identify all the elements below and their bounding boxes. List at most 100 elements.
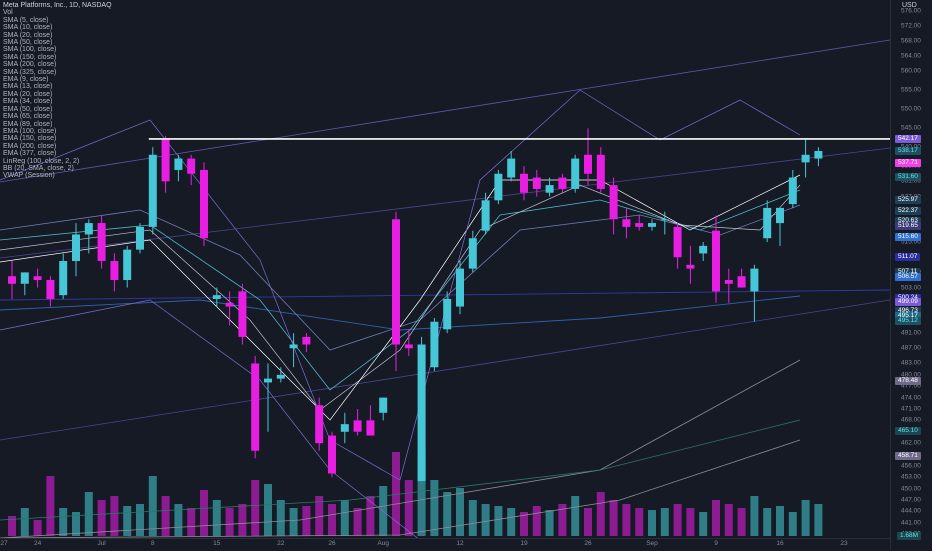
time-tick: Sep (646, 540, 658, 547)
price-badge: 478.48 (895, 376, 921, 385)
volume-bar (97, 500, 106, 536)
candle-bear (622, 219, 631, 227)
candle-bull (289, 344, 298, 349)
candle-bull (545, 185, 554, 193)
indicator-line (0, 174, 801, 421)
candle-bear (33, 276, 42, 280)
time-axis[interactable]: 27 24 Jul 8 15 22 26 Aug 12 19 26 Sep 9 16 23 (0, 538, 890, 551)
candle-bull (123, 249, 132, 280)
price-badge: 507.11 (895, 267, 921, 276)
legend-item[interactable]: EMA (150, close) (3, 135, 57, 143)
candle-bear (609, 185, 618, 220)
legend-item[interactable]: EMA (13, close) (3, 83, 53, 91)
legend-item[interactable]: EMA (100, close) (3, 127, 57, 135)
legend-item[interactable]: EMA (200, close) (3, 142, 57, 150)
price-tick: 568.00 (901, 37, 921, 45)
legend-item[interactable]: EMA (377, close) (3, 150, 57, 158)
price-tick: 531.00 (901, 177, 921, 185)
candle-bear (584, 154, 592, 174)
legend-item[interactable]: SMA (10, close) (3, 24, 53, 32)
candle-bull (430, 321, 439, 368)
price-tick: 462.00 (901, 439, 921, 447)
currency-label[interactable]: USD (902, 2, 917, 9)
volume-bar (622, 504, 631, 536)
price-badge: 525.97 (895, 196, 921, 205)
time-tick: 24 (33, 540, 42, 547)
legend-item[interactable]: EMA (65, close) (3, 113, 53, 121)
candle-bear (404, 344, 413, 349)
candle-bull (660, 219, 669, 221)
candle-bear (520, 173, 528, 193)
price-tick: 487.00 (901, 344, 921, 352)
legend-item[interactable]: SMA (20, close) (3, 31, 53, 39)
volume-bar (328, 504, 336, 536)
volume-bar (289, 508, 298, 536)
legend-item[interactable]: SMA (200, close) (3, 61, 57, 69)
price-badge: 500.24 (895, 294, 921, 303)
legend-item[interactable]: BB (20, SMA, close, 2) (3, 164, 74, 172)
volume-bar (750, 496, 759, 536)
volume-bar (200, 490, 208, 536)
volume-bar (494, 506, 503, 536)
volume-bar (545, 510, 554, 536)
volume-bar (84, 492, 93, 536)
legend-item[interactable]: SMA (150, close) (3, 53, 57, 61)
candle-bull (212, 295, 221, 299)
price-tick: 444.00 (901, 507, 921, 515)
volume-bar (763, 508, 772, 536)
volume-bar (520, 512, 528, 536)
candle-bear (686, 264, 695, 269)
candle-bull (340, 424, 349, 432)
candle-bear (712, 230, 720, 292)
legend-item[interactable]: EMA (20, close) (3, 90, 53, 98)
legend-item[interactable]: EMA (9, close) (3, 76, 49, 84)
candle-bear (724, 279, 733, 284)
legend-item[interactable]: VWAP (Session) (3, 172, 55, 180)
indicator-line (0, 299, 890, 441)
volume-bar (59, 508, 68, 536)
candle-bear (110, 261, 119, 280)
volume-bar (366, 496, 375, 536)
price-tick: 576.00 (901, 7, 921, 15)
legend-item[interactable]: EMA (89, close) (3, 120, 53, 128)
legend-item[interactable]: SMA (100, close) (3, 46, 57, 54)
candle-bear (225, 302, 234, 307)
price-badge: 531.60 (895, 173, 921, 182)
volume-bar (225, 508, 234, 536)
price-chart[interactable] (0, 0, 890, 538)
legend-item[interactable]: EMA (50, close) (3, 105, 53, 113)
time-tick: 27 (0, 540, 8, 547)
candle-bull (174, 158, 183, 170)
price-tick: 468.00 (901, 416, 921, 424)
indicator-line (0, 359, 801, 538)
candle-bear (737, 276, 746, 288)
volume-bar (430, 480, 439, 536)
candle-bear (251, 363, 260, 451)
volume-bar (20, 508, 29, 536)
legend-item[interactable]: LinReg (100, close, 2, 2) (3, 157, 80, 165)
volume-bar (302, 506, 311, 536)
time-tick: 19 (520, 540, 528, 547)
volume-bar (110, 496, 119, 536)
candle-bull (59, 261, 68, 296)
price-tick: 477.00 (901, 382, 921, 390)
volume-bar (404, 480, 413, 536)
legend-item[interactable]: SMA (5, close) (3, 16, 49, 24)
price-badge: 506.57 (895, 272, 921, 281)
candle-bull (788, 177, 797, 205)
volume-bar (443, 492, 452, 536)
volume-bar (686, 508, 695, 536)
price-tick: 515.00 (901, 238, 921, 246)
legend-item[interactable]: Vol (3, 9, 13, 17)
time-tick: 9 (714, 540, 718, 547)
volume-bar (788, 512, 797, 536)
candle-bull (443, 298, 452, 330)
volume-bar (584, 508, 592, 536)
time-tick: 16 (776, 540, 784, 547)
legend-title[interactable]: Meta Platforms, Inc., 1D, NASDAQ (3, 2, 112, 9)
legend-item[interactable]: SMA (50, close) (3, 39, 53, 47)
legend-item[interactable]: EMA (34, close) (3, 98, 53, 106)
candle-bear (596, 154, 605, 189)
legend-item[interactable]: SMA (325, close) (3, 68, 57, 76)
volume-bar (46, 476, 55, 536)
